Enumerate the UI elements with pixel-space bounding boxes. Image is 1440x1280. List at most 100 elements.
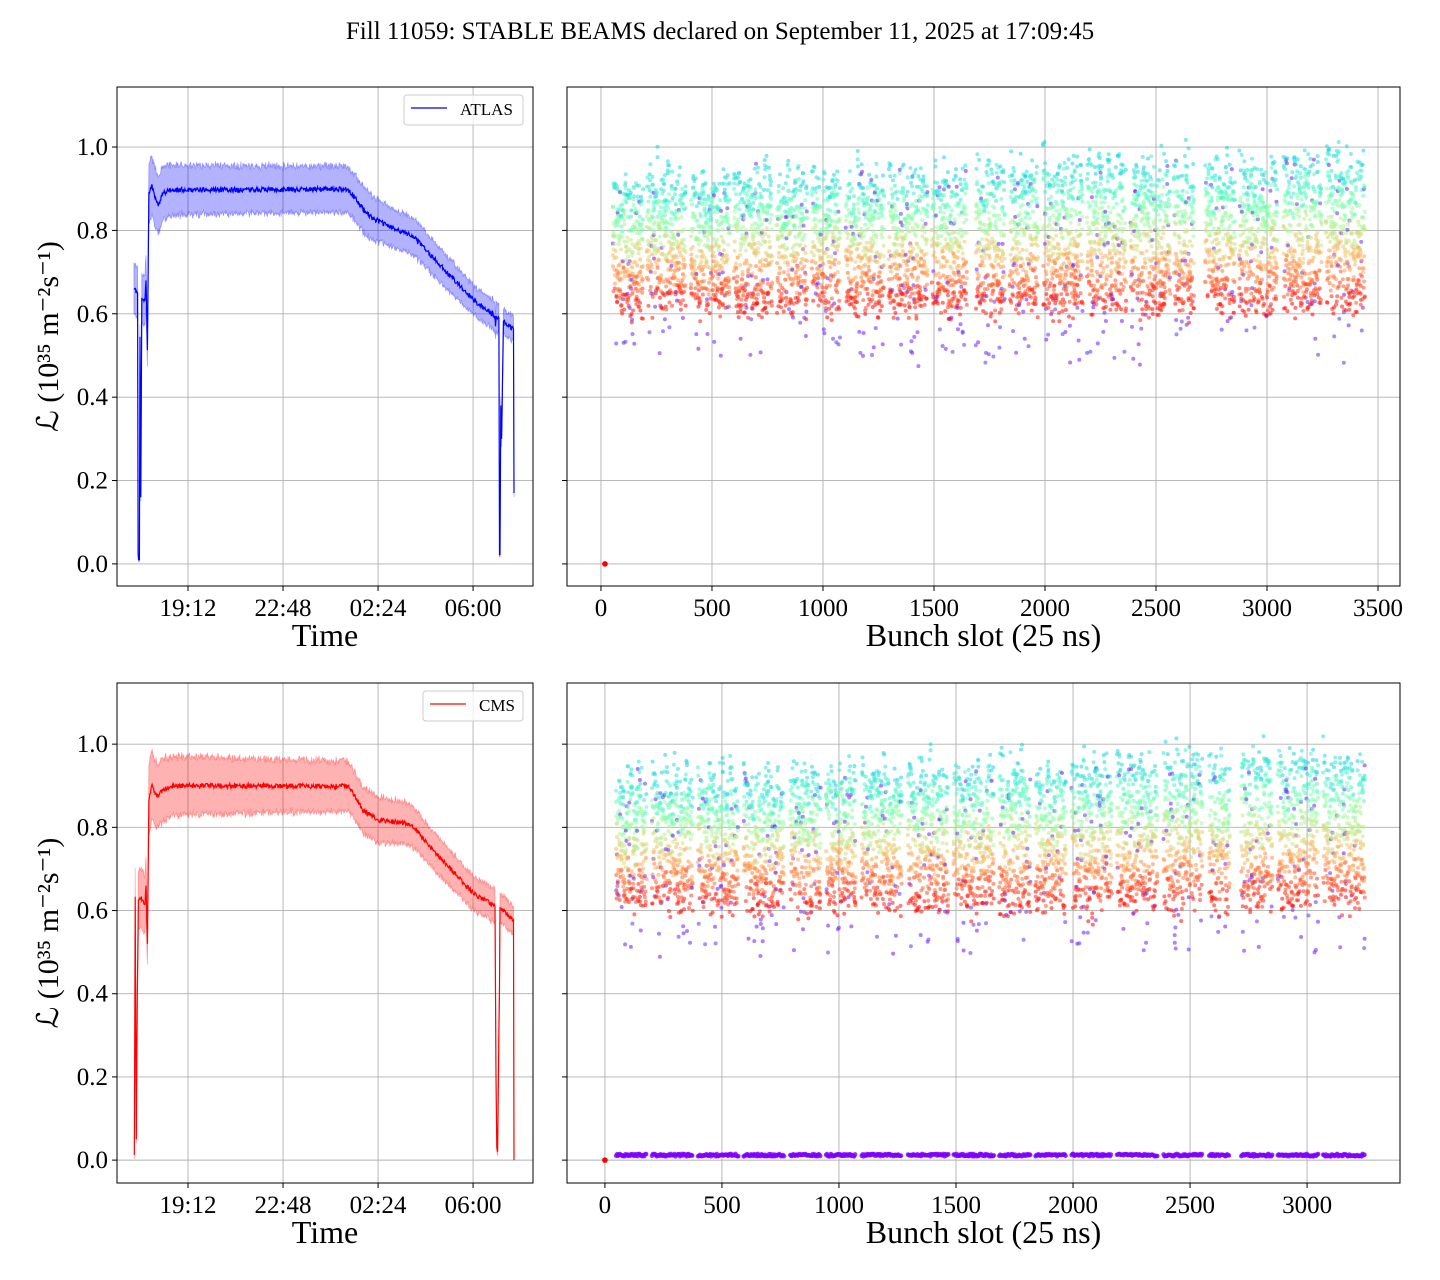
bunch-point [923, 264, 928, 269]
bunch-point [816, 176, 821, 181]
bunch-point [1108, 210, 1113, 215]
bunch-point [1024, 248, 1029, 253]
bunch-point [655, 202, 660, 207]
bunch-point [1177, 273, 1182, 277]
bunch-point [627, 247, 632, 252]
bunch-point [1027, 226, 1031, 231]
bunch-point [976, 273, 981, 278]
bunch-point [947, 204, 952, 209]
bunch-point [1055, 177, 1060, 182]
bunch-point [810, 169, 815, 174]
bunch-point [832, 262, 837, 267]
bunch-point [1229, 167, 1234, 172]
bunch-point [962, 239, 967, 244]
bunch-point [753, 187, 758, 192]
bunch-point [1023, 215, 1028, 220]
bunch-point [634, 274, 639, 279]
bunch-point [980, 237, 984, 242]
bunch-point [619, 276, 624, 281]
bunch-point [1041, 143, 1046, 148]
bunch-point [1204, 229, 1209, 234]
bunch-point [1017, 286, 1022, 291]
bunch-point [1017, 241, 1022, 246]
bunch-point [720, 227, 725, 232]
bunch-point [635, 227, 640, 232]
bunch-point [769, 254, 774, 259]
bunch-point [901, 162, 906, 167]
bunch-point [1013, 187, 1017, 192]
bunch-point [701, 264, 706, 269]
bunch-point [744, 248, 748, 253]
bunch-point [956, 231, 961, 236]
bunch-point [656, 249, 661, 254]
bunch-point [768, 203, 773, 208]
bunch-point [1061, 261, 1066, 266]
bunch-point [1015, 181, 1020, 185]
bunch-point [1208, 214, 1213, 219]
bunch-point [746, 188, 751, 193]
bunch-point [1092, 239, 1097, 244]
bunch-point [648, 226, 653, 231]
bunch-point [822, 189, 827, 194]
bunch-point [1012, 169, 1017, 174]
bunch-point [946, 282, 951, 287]
bunch-point [1162, 201, 1167, 205]
bunch-point [899, 342, 904, 347]
bunch-point [1168, 202, 1173, 207]
bunch-point [1208, 209, 1213, 214]
bunch-point [1033, 266, 1038, 271]
bunch-point [909, 180, 913, 185]
bunch-point [961, 274, 966, 279]
bunch-point [1001, 250, 1006, 255]
bunch-point [1019, 182, 1024, 187]
bunch-point [1190, 189, 1195, 193]
bunch-point [629, 214, 633, 219]
bunch-point [1089, 260, 1094, 265]
bunch-point [1016, 311, 1021, 316]
bunch-point [1159, 143, 1164, 148]
bunch-point [1093, 184, 1098, 189]
bunch-point [1089, 268, 1094, 273]
bunch-point [1143, 312, 1148, 317]
bunch-point [892, 183, 897, 188]
bunch-point [997, 310, 1002, 315]
bunch-point [895, 197, 900, 201]
bunch-point [1116, 261, 1121, 266]
bunch-point [1190, 194, 1194, 199]
bunch-point [1024, 297, 1029, 302]
bunch-point [725, 173, 730, 178]
bunch-point [895, 272, 899, 277]
bunch-point [964, 291, 968, 296]
bunch-point [1223, 254, 1228, 259]
bunch-point [1116, 236, 1121, 240]
bunch-point [1149, 244, 1154, 249]
bunch-point [1227, 193, 1232, 198]
bunch-point [1103, 319, 1108, 323]
bunch-point [1086, 272, 1091, 277]
bunch-point [1011, 227, 1016, 232]
bunch-point [825, 198, 830, 203]
bunch-point [740, 272, 745, 277]
bunch-point [1136, 193, 1141, 198]
bunch-point [1071, 186, 1076, 191]
bunch-point [1227, 223, 1232, 228]
bunch-point [861, 298, 866, 303]
bunch-point [1089, 263, 1094, 268]
bunch-point [996, 241, 1001, 246]
bunch-point [1016, 230, 1021, 235]
bunch-point [838, 231, 842, 236]
bunch-point [791, 281, 796, 285]
bunch-point [1086, 200, 1091, 205]
bunch-point [1009, 189, 1014, 194]
bunch-point [667, 300, 672, 305]
bunch-point [673, 275, 678, 280]
bunch-point [802, 264, 807, 269]
bunch-point [857, 210, 861, 215]
bunch-point [964, 231, 969, 235]
bunch-point [1136, 342, 1141, 347]
bunch-point [922, 184, 927, 189]
bunch-point [740, 269, 745, 274]
x-tick-label: 06:00 [445, 595, 502, 622]
bunch-point [1140, 290, 1145, 295]
bunch-point [1091, 305, 1096, 310]
